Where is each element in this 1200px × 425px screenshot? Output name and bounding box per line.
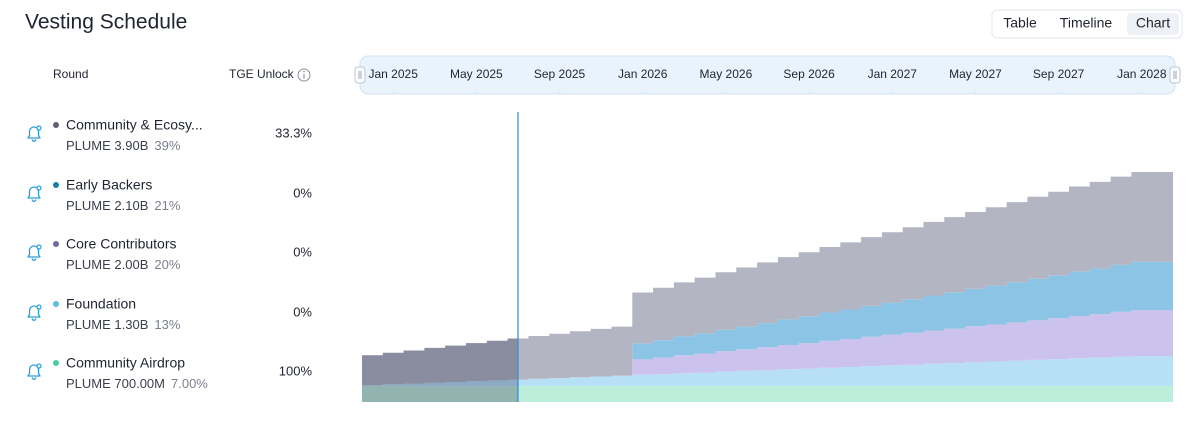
vesting-area	[362, 261, 1173, 386]
tab[interactable]: Timeline	[1060, 15, 1113, 31]
active-tab-bg	[1127, 13, 1179, 35]
round-row: Core Contributors PLUME 2.00B 20% 0%	[27, 236, 312, 272]
round-amount: PLUME 2.00B	[66, 257, 148, 272]
alert-bell[interactable]	[27, 363, 42, 380]
page-title: Vesting Schedule	[25, 11, 187, 34]
bell-dot	[36, 185, 42, 191]
column-header: TGE Unlock	[229, 67, 295, 81]
alert-bell[interactable]	[27, 125, 42, 142]
past-shade	[362, 338, 518, 402]
round-color-dot	[53, 122, 59, 128]
round-row: Community & Ecosy... PLUME 3.90B 39% 33.3%	[27, 117, 312, 153]
column-header: Round	[53, 67, 88, 81]
round-name: Community & Ecosy...	[66, 117, 203, 133]
x-tick-label: Jan 2025	[368, 67, 418, 81]
info-icon[interactable]	[297, 68, 311, 82]
round-name: Community Airdrop	[66, 355, 185, 371]
alert-bell[interactable]	[27, 244, 42, 261]
round-row: Community Airdrop PLUME 700.00M 7.00% 100%	[27, 355, 313, 391]
round-row: Early Backers PLUME 2.10B 21% 0%	[27, 177, 312, 213]
round-allocation: PLUME 3.90B 39%	[66, 138, 181, 153]
round-share: 20%	[154, 257, 180, 272]
range-handle[interactable]	[354, 66, 366, 84]
tab[interactable]: Table	[1003, 15, 1037, 31]
tge-unlock: 0%	[293, 185, 312, 200]
vesting-area	[362, 356, 1173, 386]
tge-unlock: 100%	[279, 363, 313, 378]
round-allocation: PLUME 2.00B 20%	[66, 257, 181, 272]
alert-bell[interactable]	[27, 304, 42, 321]
vesting-area	[362, 310, 1173, 386]
x-tick-label: May 2026	[700, 67, 753, 81]
round-share: 13%	[154, 317, 180, 332]
x-tick-label: Jan 2026	[618, 67, 668, 81]
bell-dot	[36, 244, 42, 250]
range-handle[interactable]	[1169, 66, 1181, 84]
bell-dot	[36, 363, 42, 369]
round-color-dot	[53, 360, 59, 366]
x-tick-label: Jan 2028	[1117, 67, 1167, 81]
round-allocation: PLUME 2.10B 21%	[66, 198, 181, 213]
bell-dot	[36, 304, 42, 310]
x-tick-label: May 2025	[450, 67, 503, 81]
round-color-dot	[53, 301, 59, 307]
round-amount: PLUME 3.90B	[66, 138, 148, 153]
bell-shape	[27, 305, 41, 321]
round-allocation: PLUME 1.30B 13%	[66, 317, 181, 332]
tge-unlock: 0%	[293, 244, 312, 259]
vesting-area	[362, 385, 1173, 402]
round-color-dot	[53, 182, 59, 188]
bell-shape	[27, 245, 41, 261]
x-tick-label: Sep 2027	[1033, 67, 1085, 81]
round-color-dot	[53, 241, 59, 247]
round-share: 21%	[154, 198, 180, 213]
bell-shape	[27, 126, 41, 142]
round-name: Core Contributors	[66, 236, 177, 252]
tge-unlock: 33.3%	[275, 125, 312, 140]
round-share: 39%	[154, 138, 180, 153]
round-amount: PLUME 1.30B	[66, 317, 148, 332]
round-amount: PLUME 2.10B	[66, 198, 148, 213]
round-name: Early Backers	[66, 177, 152, 193]
round-share: 7.00%	[171, 376, 208, 391]
round-allocation: PLUME 700.00M 7.00%	[66, 376, 208, 391]
x-tick-label: Sep 2025	[534, 67, 586, 81]
bell-shape	[27, 364, 41, 380]
x-tick-label: Jan 2027	[868, 67, 918, 81]
vesting-area	[362, 172, 1173, 386]
round-list: Community & Ecosy... PLUME 3.90B 39% 33.3% E…	[27, 117, 313, 391]
alert-bell[interactable]	[27, 185, 42, 202]
round-row: Foundation PLUME 1.30B 13% 0%	[27, 296, 312, 332]
bell-shape	[27, 186, 41, 202]
x-tick-label: May 2027	[949, 67, 1002, 81]
round-amount: PLUME 700.00M	[66, 376, 165, 391]
bell-dot	[36, 125, 42, 131]
tge-unlock: 0%	[293, 304, 312, 319]
round-name: Foundation	[66, 296, 136, 312]
tab[interactable]: Chart	[1136, 15, 1170, 31]
x-tick-label: Sep 2026	[783, 67, 835, 81]
chart-area: Jan 2025 May 2025 Sep 2025 Jan 2026 May 2026…	[362, 67, 1173, 402]
